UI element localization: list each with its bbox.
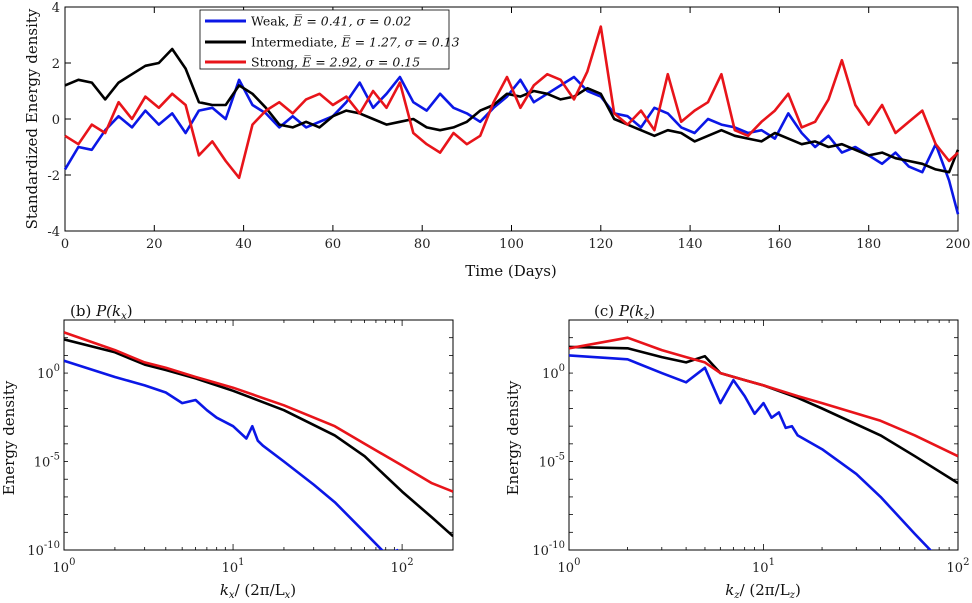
panel-a-series [63,25,960,215]
panel-c-xtick-label: 100 [558,557,581,576]
legend-box [199,9,450,70]
svg-text:Intermediate, E̅ = 1.27, σ = 0: Intermediate, E̅ = 1.27, σ = 0.13 [251,34,460,49]
panel-b-ytick-label: 10-10 [27,540,60,559]
panel-c-kz-spectrum: 100 101 102 10-10 10-5 100 (c) P(kz) kz/ (2π/… [504,302,969,601]
panel-a-xtick-label: 120 [588,237,613,252]
panel-a-ytick-label: 4 [52,1,60,16]
panel-b-ytick-label: 100 [37,363,60,382]
panel-c-ytick-label: 10-10 [532,540,565,559]
panel-c-line-intermediate [569,345,958,485]
panel-a-xtick-label: 20 [146,237,163,252]
panel-c-ylabel: Energy density [504,380,522,495]
panel-b-axes-box [63,319,454,551]
panel-b-xtick-label: 102 [391,557,414,576]
panel-c-title: (c) P(kz) [594,302,655,322]
legend-weak-stats: E̅ = 0.41, σ = 0.02 [292,13,411,28]
panel-b-xtick-label: 101 [222,557,245,576]
legend-intermediate-name: Intermediate [251,35,334,50]
panel-a-axes-box [64,6,959,232]
panel-a-xtick-label: 0 [61,237,69,252]
panel-a-xtick-label: 80 [414,237,431,252]
panel-c-ytick-label: 10-5 [539,452,565,471]
panel-b-ylabel: Energy density [0,380,18,495]
panel-c-series [569,336,958,550]
panel-c-line-strong [569,336,958,458]
panel-c-ticks: 100 101 102 10-10 10-5 100 [532,319,970,576]
panel-a-xtick-label: 140 [678,237,703,252]
panel-c-axes-box [568,319,959,551]
panel-a-line-strong [64,25,959,180]
panel-b-xlabel: kx/ (2π/Lx) [220,581,296,601]
panel-a-xtick-label: 40 [235,237,252,252]
panel-b-ticks: 100 101 102 10-10 10-5 100 [27,319,454,576]
panel-c-line-weak [569,354,933,550]
panel-b-line-strong [64,331,453,493]
panel-a-xtick-label: 200 [946,237,971,252]
legend: Weak, E̅ = 0.41, σ = 0.02 Intermediate, … [199,9,460,70]
panel-a-ytick-label: -4 [47,225,60,240]
panel-a-ytick-label: 2 [52,57,60,72]
panel-b-ytick-label: 10-5 [34,452,60,471]
legend-strong-name: Strong [251,55,294,70]
panel-a-xtick-label: 160 [767,237,792,252]
panel-a-xlabel: Time (Days) [465,262,557,280]
panel-a-xtick-label: 100 [499,237,524,252]
panel-c-ytick-label: 100 [542,363,565,382]
panel-a-ytick-label: 0 [52,113,60,128]
panel-b-line-weak [64,359,399,550]
panel-b-series [64,331,453,550]
panel-c-xtick-label: 101 [752,557,775,576]
panel-c-xtick-label: 102 [947,557,970,576]
legend-intermediate-stats: E̅ = 1.27, σ = 0.13 [340,34,459,49]
panel-a-xtick-label: 60 [325,237,342,252]
svg-text:Strong, E̅ = 2.92, σ = 0.15: Strong, E̅ = 2.92, σ = 0.15 [251,54,420,69]
panel-a-timeseries: 0 20 40 60 80 100 120 140 160 180 200 -4 -2 0 2 4 Time … [23,1,970,280]
panel-c-xlabel: kz/ (2π/Lz) [725,581,801,601]
legend-strong-stats: E̅ = 2.92, σ = 0.15 [301,54,420,69]
panel-a-ytick-label: -2 [47,169,60,184]
panel-b-xtick-label: 100 [53,557,76,576]
panel-a-ylabel: Standardized Energy density [23,8,41,229]
panel-a-ticks: 0 20 40 60 80 100 120 140 160 180 200 -4 -2 0 2 4 [47,1,970,252]
svg-text:Weak, E̅ = 0.41, σ = 0.02: Weak, E̅ = 0.41, σ = 0.02 [251,13,411,28]
panel-b-kx-spectrum: 100 101 102 10-10 10-5 100 (b) P(kx) kx/ (2π/… [0,302,454,601]
panel-a-line-weak [63,75,960,215]
panel-b-title: (b) P(kx) [70,302,133,322]
panel-a-xtick-label: 180 [856,237,881,252]
legend-weak-name: Weak [251,14,286,29]
panel-b-line-intermediate [64,338,453,538]
